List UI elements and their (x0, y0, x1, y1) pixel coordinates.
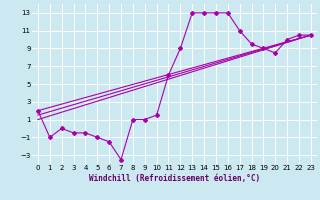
X-axis label: Windchill (Refroidissement éolien,°C): Windchill (Refroidissement éolien,°C) (89, 174, 260, 183)
